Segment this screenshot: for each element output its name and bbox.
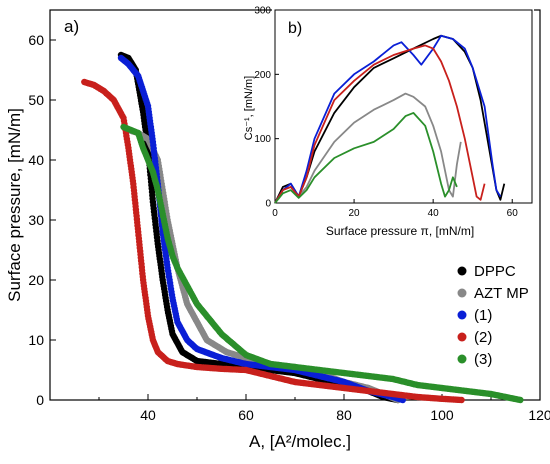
series-3-points bbox=[81, 78, 465, 404]
main-axis-ticks: 40 60 80 100 120 0 10 20 30 40 50 60 bbox=[28, 32, 550, 423]
legend-marker bbox=[457, 310, 467, 320]
data-point bbox=[458, 396, 465, 404]
main-series bbox=[81, 51, 524, 404]
inset-series-4-line bbox=[274, 112, 458, 204]
legend-marker bbox=[457, 288, 467, 298]
main-y-tick-label: 10 bbox=[28, 332, 44, 348]
data-point bbox=[517, 396, 524, 404]
main-y-tick-label: 0 bbox=[36, 392, 44, 408]
series-4-points bbox=[120, 123, 524, 404]
inset-x-axis-label: Surface pressure π, [mN/m] bbox=[326, 224, 474, 238]
legend-label: (3) bbox=[474, 351, 492, 368]
inset-series bbox=[274, 34, 506, 204]
inset-y-tick-label: 200 bbox=[254, 70, 271, 81]
inset-y-tick-label: 300 bbox=[254, 6, 271, 17]
main-y-tick-label: 60 bbox=[28, 32, 44, 48]
inset-x-tick-label: 0 bbox=[272, 208, 278, 219]
inset-x-tick-label: 20 bbox=[349, 208, 361, 219]
inset-x-tick-label: 60 bbox=[507, 208, 519, 219]
legend-label: DPPC bbox=[474, 263, 516, 280]
legend-marker bbox=[457, 266, 467, 276]
main-x-tick-label: 40 bbox=[140, 407, 156, 423]
legend-marker bbox=[457, 332, 467, 342]
legend: DPPC AZT MP (1) (2) (3) bbox=[457, 263, 529, 368]
main-x-axis-label: A, [A²/molec.] bbox=[249, 432, 351, 451]
panel-b-label: b) bbox=[288, 20, 302, 37]
main-x-tick-label: 120 bbox=[528, 407, 550, 423]
main-y-tick-label: 20 bbox=[28, 272, 44, 288]
main-x-tick-label: 80 bbox=[336, 407, 352, 423]
main-y-tick-label: 50 bbox=[28, 92, 44, 108]
inset-background bbox=[272, 8, 534, 208]
legend-marker bbox=[457, 354, 467, 364]
main-chart: 40 60 80 100 120 0 10 20 30 40 50 60 a) A, [A²/mole… bbox=[5, 9, 550, 451]
panel-a-label: a) bbox=[64, 17, 79, 36]
main-y-tick-label: 40 bbox=[28, 152, 44, 168]
inset-series-2-line bbox=[274, 34, 502, 204]
legend-label: AZT MP bbox=[474, 285, 529, 302]
legend-label: (1) bbox=[474, 307, 492, 324]
inset-chart: 0 20 40 60 0 100 200 300 b) Surface pressure π,… bbox=[243, 6, 534, 238]
main-x-tick-label: 100 bbox=[430, 407, 454, 423]
inset-y-tick-label: 0 bbox=[265, 199, 271, 210]
legend-label: (2) bbox=[474, 329, 492, 346]
inset-x-tick-label: 40 bbox=[428, 208, 440, 219]
main-y-tick-label: 30 bbox=[28, 212, 44, 228]
main-y-axis-label: Surface pressure, [mN/m] bbox=[5, 108, 24, 302]
inset-y-tick-label: 100 bbox=[254, 134, 271, 145]
inset-plot-frame bbox=[274, 9, 533, 204]
main-x-tick-label: 60 bbox=[238, 407, 254, 423]
inset-series-3-line bbox=[274, 44, 486, 204]
inset-y-axis-label: Cs⁻¹, [mN/m] bbox=[243, 76, 255, 140]
